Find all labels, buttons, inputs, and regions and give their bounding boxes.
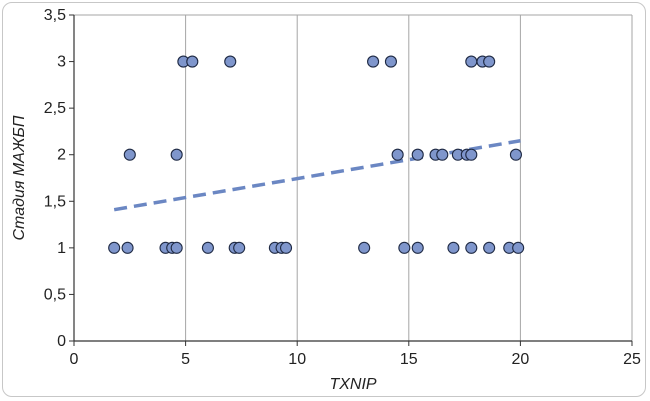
data-point — [483, 241, 496, 254]
y-tick-label: 1 — [57, 240, 66, 257]
grid-lines — [74, 14, 633, 341]
data-point — [108, 241, 121, 254]
data-point — [465, 241, 478, 254]
x-tick-label: 5 — [181, 351, 190, 368]
data-point — [279, 241, 293, 254]
y-tick-label: 0 — [57, 333, 66, 350]
data-point — [121, 241, 134, 254]
data-point — [367, 55, 380, 68]
axes — [73, 15, 632, 342]
y-tick-label: 3,5 — [44, 7, 66, 24]
data-point — [483, 55, 496, 68]
data-point — [170, 241, 183, 254]
data-point — [398, 241, 411, 254]
data-point — [411, 241, 424, 254]
y-tick-labels: 0 0,5 1 1,5 2 2,5 3 3,5 — [44, 7, 74, 350]
x-tick-label: 0 — [70, 351, 79, 368]
data-point — [358, 241, 371, 254]
y-tick-label: 0,5 — [44, 286, 66, 303]
data-point — [384, 55, 397, 68]
chart-frame — [2, 2, 646, 397]
y-tick-label: 2,5 — [44, 100, 66, 117]
y-axis-title: Стадия МАЖБП — [11, 115, 28, 240]
x-tick-labels: 0 5 10 15 20 25 — [70, 341, 641, 368]
x-tick-label: 10 — [288, 351, 306, 368]
data-point — [186, 55, 199, 68]
y-tick-label: 1,5 — [44, 193, 66, 210]
data-point — [465, 148, 478, 161]
data-point — [233, 241, 246, 254]
data-point — [447, 241, 460, 254]
data-point — [465, 55, 478, 68]
data-point — [170, 148, 183, 161]
data-point — [391, 148, 404, 161]
x-tick-label: 15 — [400, 351, 418, 368]
x-tick-label: 25 — [623, 351, 641, 368]
data-points — [108, 55, 525, 254]
data-point — [509, 148, 522, 161]
y-tick-label: 2 — [57, 147, 66, 164]
data-point — [411, 148, 424, 161]
data-point — [201, 241, 214, 254]
data-point — [123, 148, 136, 161]
x-axis-title: TXNIP — [329, 376, 376, 393]
y-tick-label: 3 — [57, 54, 66, 71]
data-point — [436, 148, 449, 161]
x-tick-label: 20 — [512, 351, 530, 368]
data-point — [512, 241, 525, 254]
data-point — [224, 55, 237, 68]
